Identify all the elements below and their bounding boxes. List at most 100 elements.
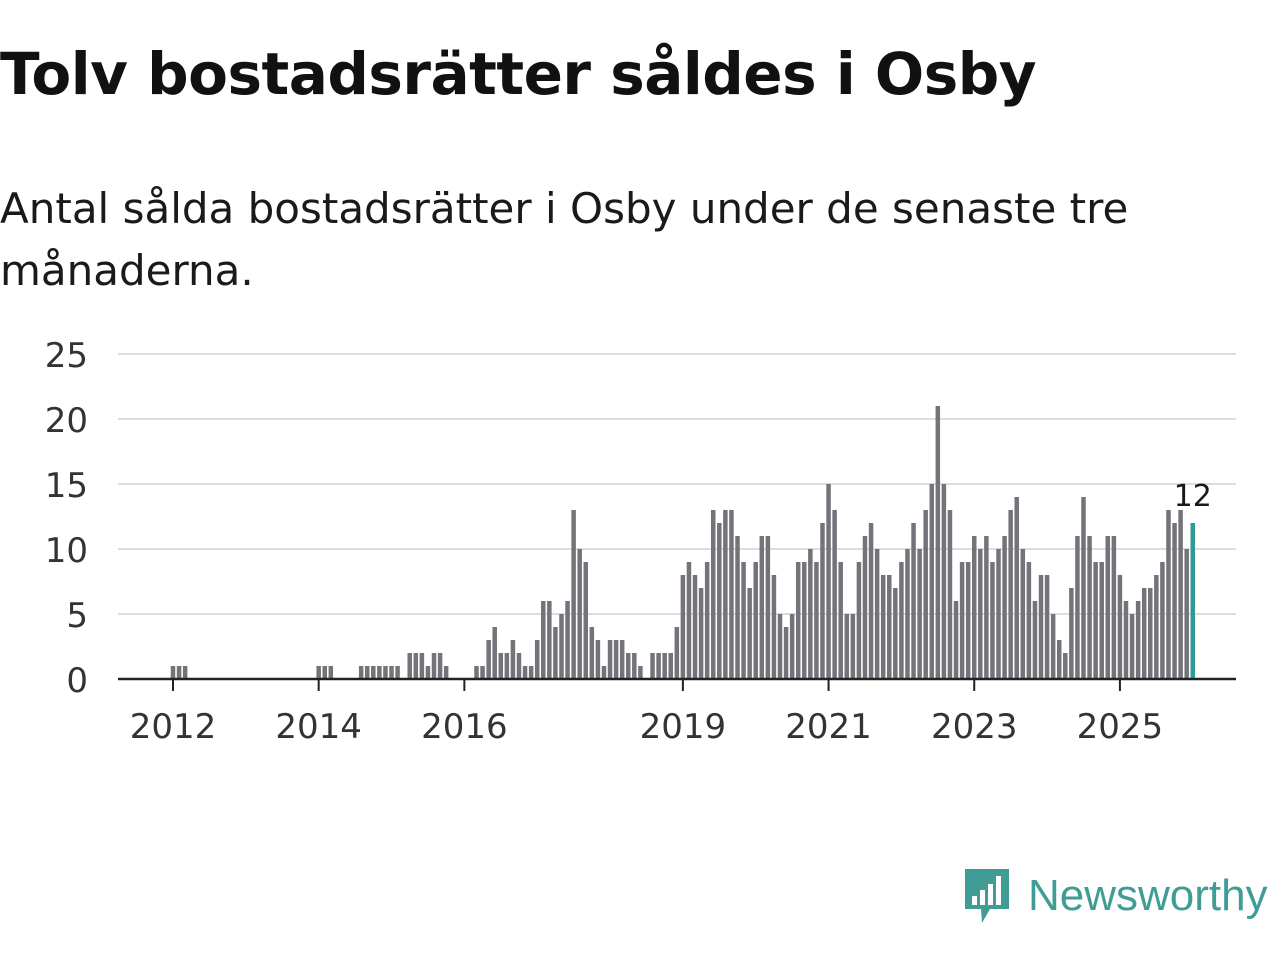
bar <box>1008 510 1013 679</box>
bar <box>413 653 419 679</box>
bar <box>771 575 777 679</box>
bar <box>838 562 843 679</box>
x-tick-label: 2021 <box>785 707 872 747</box>
bar <box>601 666 607 679</box>
y-tick-label: 5 <box>66 596 88 636</box>
bar <box>929 484 934 679</box>
bar <box>1172 523 1177 679</box>
bar <box>1069 588 1074 679</box>
bar <box>802 562 807 679</box>
bar <box>971 536 977 679</box>
bar <box>547 601 552 679</box>
annotations: 12 <box>1174 479 1212 514</box>
bar <box>984 536 989 679</box>
bar <box>680 575 686 679</box>
bar <box>808 549 813 679</box>
bar <box>826 484 831 679</box>
x-tick-label: 2019 <box>640 707 727 747</box>
bar <box>996 549 1001 679</box>
bar <box>735 536 740 679</box>
bar <box>717 523 722 679</box>
bar <box>935 406 941 679</box>
bar <box>783 627 789 679</box>
bar <box>1166 510 1171 679</box>
bar <box>389 666 394 679</box>
bar <box>371 666 376 679</box>
bar <box>437 653 443 679</box>
bar <box>1044 575 1050 679</box>
bar <box>723 510 728 679</box>
bar <box>516 653 522 679</box>
bar <box>522 666 528 679</box>
x-tick-label: 2023 <box>931 707 1018 747</box>
newsworthy-logo[interactable]: Newsworthy <box>962 864 1268 928</box>
bar <box>704 562 710 679</box>
bar <box>844 614 850 679</box>
bar <box>480 666 485 679</box>
bar <box>492 627 497 679</box>
bar <box>1002 536 1007 679</box>
bar <box>911 523 916 679</box>
bar <box>431 653 437 679</box>
bar <box>395 666 400 679</box>
bar <box>710 510 716 679</box>
y-axis-tick-labels: 0 5 10 15 20 25 <box>45 336 88 701</box>
bar <box>668 653 673 679</box>
x-axis <box>118 677 1236 691</box>
bar <box>923 510 928 679</box>
bar <box>947 510 953 679</box>
bar <box>607 640 613 679</box>
bar <box>377 666 382 679</box>
bar <box>486 640 491 679</box>
bar <box>419 653 425 679</box>
bar <box>632 653 637 679</box>
bar <box>650 653 655 679</box>
bar <box>559 614 564 679</box>
bar <box>1087 536 1092 679</box>
bar <box>565 601 570 679</box>
bar <box>583 562 589 679</box>
y-tick-label: 0 <box>66 661 88 701</box>
x-tick-label: 2025 <box>1077 707 1164 747</box>
y-tick-label: 15 <box>45 466 88 506</box>
bar <box>953 601 959 679</box>
bar <box>322 666 327 679</box>
x-axis-tick-labels: 2012 2014 2016 2019 2021 2023 2025 <box>130 707 1163 747</box>
bar <box>674 627 680 679</box>
bar <box>1154 575 1159 679</box>
bar <box>880 575 886 679</box>
bar <box>899 562 904 679</box>
bar <box>510 640 516 679</box>
bar <box>856 562 862 679</box>
bar <box>1099 562 1104 679</box>
bar <box>1129 614 1135 679</box>
bar <box>990 562 995 679</box>
bar <box>1178 510 1183 679</box>
bar-latest <box>1190 523 1196 679</box>
bar <box>959 562 965 679</box>
bar <box>504 653 510 679</box>
bar <box>577 549 582 679</box>
x-tick-label: 2012 <box>130 707 217 747</box>
bar <box>541 601 546 679</box>
bar <box>1117 575 1123 679</box>
bar <box>862 536 868 679</box>
bar <box>534 640 540 679</box>
bar <box>1050 614 1056 679</box>
bar <box>741 562 746 679</box>
y-tick-label: 10 <box>45 531 88 571</box>
bar <box>589 627 595 679</box>
bar <box>965 562 971 679</box>
bar <box>1123 601 1129 679</box>
bar <box>1020 549 1026 679</box>
x-tick-label: 2016 <box>421 707 508 747</box>
bar <box>1105 536 1111 679</box>
bar <box>686 562 692 679</box>
bar <box>1081 497 1086 679</box>
brand-name: Newsworthy <box>1028 871 1268 920</box>
bar <box>765 536 771 679</box>
bar <box>528 666 534 679</box>
bar <box>820 523 825 679</box>
bar <box>1135 601 1141 679</box>
bar <box>1038 575 1044 679</box>
